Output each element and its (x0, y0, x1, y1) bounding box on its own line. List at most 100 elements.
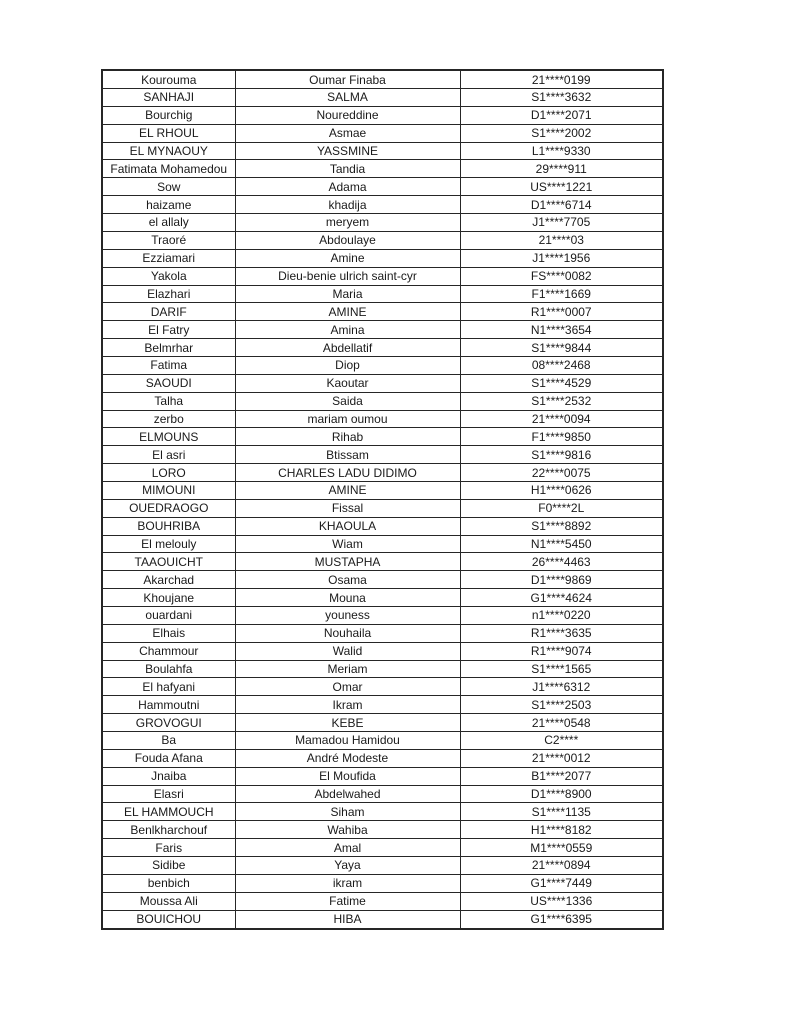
first-name-cell: AMINE (234, 302, 461, 322)
last-name-cell: zerbo (101, 409, 236, 429)
masked-id-cell: S1****9844 (459, 338, 664, 357)
last-name-cell: EL HAMMOUCH (101, 802, 236, 822)
last-name-cell: TAAOUICHT (101, 552, 236, 572)
first-name-cell: KEBE (234, 713, 461, 732)
masked-id-cell: 21****03 (459, 230, 664, 250)
table-row: Benlkharchouf Wahiba H1****8182 (101, 820, 664, 840)
last-name-cell: SAOUDI (101, 373, 236, 393)
last-name-cell: OUEDRAOGO (101, 498, 236, 518)
table-row: Talha Saida S1****2532 (101, 391, 664, 411)
first-name-cell: Siham (234, 802, 461, 822)
last-name-cell: ouardani (101, 605, 236, 625)
masked-id-cell: 26****4463 (459, 552, 664, 572)
masked-id-cell: S1****1565 (459, 659, 664, 679)
table-row: Faris Amal M1****0559 (101, 838, 664, 857)
last-name-cell: SANHAJI (101, 88, 236, 107)
last-name-cell: EL RHOUL (101, 123, 236, 143)
table-row: EL MYNAOUY YASSMINE L1****9330 (101, 141, 664, 161)
table-row: haizame khadija D1****6714 (101, 195, 664, 215)
table-row: LORO CHARLES LADU DIDIMO 22****0075 (101, 463, 664, 482)
masked-id-cell: S1****3632 (459, 88, 664, 107)
masked-id-cell: N1****5450 (459, 534, 664, 554)
last-name-cell: BOUHRIBA (101, 516, 236, 536)
last-name-cell: Belmrhar (101, 338, 236, 357)
table-row: Elasri Abdelwahed D1****8900 (101, 784, 664, 804)
table-row: Traoré Abdoulaye 21****03 (101, 230, 664, 250)
table-row: DARIF AMINE R1****0007 (101, 302, 664, 322)
first-name-cell: Wahiba (234, 820, 461, 840)
last-name-cell: Elazhari (101, 284, 236, 304)
last-name-cell: Faris (101, 838, 236, 857)
masked-id-cell: US****1336 (459, 891, 664, 911)
first-name-cell: AMINE (234, 480, 461, 500)
last-name-cell: El Fatry (101, 320, 236, 340)
first-name-cell: Adama (234, 177, 461, 197)
masked-id-cell: J1****7705 (459, 213, 664, 232)
last-name-cell: ELMOUNS (101, 427, 236, 447)
first-name-cell: khadija (234, 195, 461, 215)
masked-id-cell: US****1221 (459, 177, 664, 197)
table-row: El melouly Wiam N1****5450 (101, 534, 664, 554)
table-row: BOUICHOU HIBA G1****6395 (101, 909, 664, 930)
first-name-cell: Kaoutar (234, 373, 461, 393)
first-name-cell: Noureddine (234, 105, 461, 125)
last-name-cell: El asri (101, 445, 236, 465)
table-row: Sidibe Yaya 21****0894 (101, 856, 664, 875)
masked-id-cell: N1****3654 (459, 320, 664, 340)
first-name-cell: El Moufida (234, 766, 461, 786)
first-name-cell: SALMA (234, 88, 461, 107)
masked-id-cell: H1****8182 (459, 820, 664, 840)
masked-id-cell: S1****2532 (459, 391, 664, 411)
masked-id-cell: G1****7449 (459, 873, 664, 893)
masked-id-cell: S1****9816 (459, 445, 664, 465)
masked-id-cell: B1****2077 (459, 766, 664, 786)
table-row: Fouda Afana André Modeste 21****0012 (101, 748, 664, 768)
first-name-cell: YASSMINE (234, 141, 461, 161)
table-row: EL RHOUL Asmae S1****2002 (101, 123, 664, 143)
last-name-cell: Fatima (101, 355, 236, 375)
first-name-cell: Wiam (234, 534, 461, 554)
table-row: Sow Adama US****1221 (101, 177, 664, 197)
masked-id-cell: S1****4529 (459, 373, 664, 393)
last-name-cell: Elhais (101, 623, 236, 643)
table-row: Chammour Walid R1****9074 (101, 641, 664, 661)
table-row: Belmrhar Abdellatif S1****9844 (101, 338, 664, 357)
table-row: Fatimata Mohamedou Tandia 29****911 (101, 159, 664, 179)
first-name-cell: Fatime (234, 891, 461, 911)
last-name-cell: Sow (101, 177, 236, 197)
table-row: Jnaiba El Moufida B1****2077 (101, 766, 664, 786)
first-name-cell: Maria (234, 284, 461, 304)
table-row: Elazhari Maria F1****1669 (101, 284, 664, 304)
masked-id-cell: G1****4624 (459, 588, 664, 607)
table-row: GROVOGUI KEBE 21****0548 (101, 713, 664, 732)
table-row: El Fatry Amina N1****3654 (101, 320, 664, 340)
masked-id-cell: R1****9074 (459, 641, 664, 661)
masked-id-cell: G1****6395 (459, 909, 664, 930)
masked-id-cell: S1****1135 (459, 802, 664, 822)
table-row: Elhais Nouhaila R1****3635 (101, 623, 664, 643)
last-name-cell: Khoujane (101, 588, 236, 607)
first-name-cell: meryem (234, 213, 461, 232)
first-name-cell: HIBA (234, 909, 461, 930)
last-name-cell: Boulahfa (101, 659, 236, 679)
first-name-cell: MUSTAPHA (234, 552, 461, 572)
first-name-cell: Yaya (234, 856, 461, 875)
table-row: TAAOUICHT MUSTAPHA 26****4463 (101, 552, 664, 572)
last-name-cell: Traoré (101, 230, 236, 250)
first-name-cell: Abdellatif (234, 338, 461, 357)
names-roster-table: Kourouma Oumar Finaba 21****0199 SANHAJI SAL… (101, 69, 664, 930)
masked-id-cell: H1****0626 (459, 480, 664, 500)
first-name-cell: mariam oumou (234, 409, 461, 429)
roster-table-body: Kourouma Oumar Finaba 21****0199 SANHAJI SAL… (101, 69, 664, 930)
table-row: El hafyani Omar J1****6312 (101, 677, 664, 697)
table-row: benbich ikram G1****7449 (101, 873, 664, 893)
last-name-cell: Fouda Afana (101, 748, 236, 768)
masked-id-cell: 21****0199 (459, 69, 664, 90)
first-name-cell: Asmae (234, 123, 461, 143)
last-name-cell: Sidibe (101, 856, 236, 875)
last-name-cell: Ba (101, 730, 236, 750)
last-name-cell: benbich (101, 873, 236, 893)
masked-id-cell: 21****0012 (459, 748, 664, 768)
last-name-cell: MIMOUNI (101, 480, 236, 500)
masked-id-cell: L1****9330 (459, 141, 664, 161)
